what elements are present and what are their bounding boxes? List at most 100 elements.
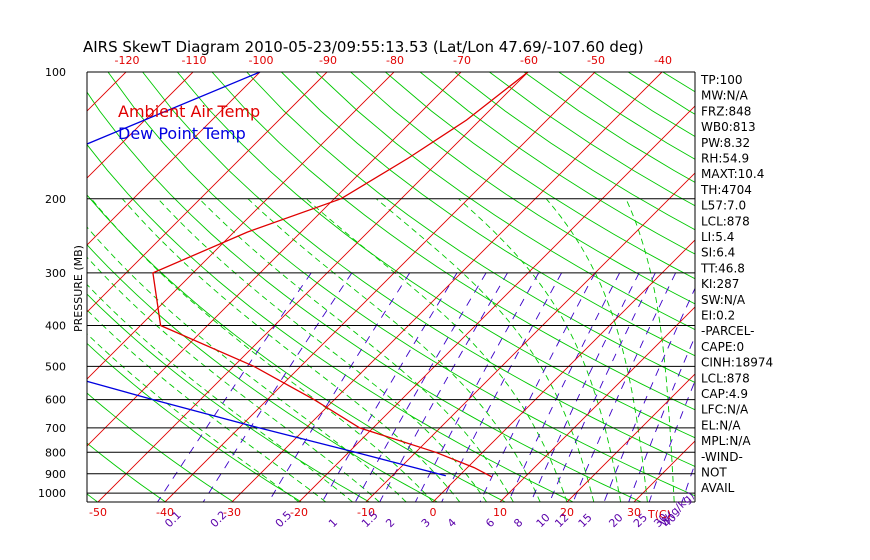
- isotherm: [566, 373, 695, 502]
- pressure-tick-label: 700: [45, 422, 66, 435]
- dry-adiabat: [281, 72, 695, 357]
- stability-index: TP:100: [700, 73, 743, 87]
- stability-index: NOT: [701, 466, 727, 480]
- mixing-ratio-tick-label: 1: [326, 516, 340, 530]
- isotherm: [499, 306, 695, 502]
- dry-adiabat: [87, 91, 642, 502]
- chart-title: AIRS SkewT Diagram 2010-05-23/09:55:13.5…: [83, 38, 644, 56]
- temp-tick-label-bottom: 10: [493, 506, 507, 519]
- mixing-ratio-line: [549, 272, 656, 502]
- dry-adiabat: [246, 72, 695, 384]
- mixing-ratio-tick-label: 10: [534, 511, 553, 530]
- pressure-tick-label: 600: [45, 394, 66, 407]
- stability-index: TT:46.8: [700, 261, 745, 275]
- stability-index: L57:7.0: [701, 199, 746, 213]
- mixing-ratio-line: [202, 272, 353, 502]
- temp-tick-label-bottom: 0: [430, 506, 437, 519]
- stability-index: PW:8.32: [701, 136, 750, 150]
- legend-dew-point-temp: Dew Point Temp: [118, 124, 246, 143]
- pressure-tick-label: 300: [45, 267, 66, 280]
- pressure-tick-label: 800: [45, 446, 66, 459]
- temp-tick-label-top: -80: [386, 54, 404, 67]
- moist-adiabat: [376, 198, 595, 502]
- grid-layer: [0, 72, 695, 502]
- dry-adiabat: [315, 72, 695, 331]
- temp-tick-label-top: -120: [115, 54, 140, 67]
- isotherm: [432, 239, 695, 502]
- isotherm: [633, 440, 695, 502]
- stability-index: MPL:N/A: [701, 434, 751, 448]
- temp-tick-label-top: -40: [654, 54, 672, 67]
- isotherm: [87, 72, 395, 380]
- temp-tick-label-top: -100: [249, 54, 274, 67]
- stability-index: LCL:878: [701, 371, 750, 385]
- mixing-ratio-tick-label: 15: [576, 511, 595, 530]
- dry-adiabat: [87, 244, 438, 502]
- dry-adiabat: [385, 72, 695, 280]
- series-ambient-air-temp: [152, 72, 529, 478]
- temp-tick-label-bottom: 20: [560, 506, 574, 519]
- mixing-ratio-line: [479, 272, 596, 502]
- mixing-ratio-tick-label: 20: [607, 511, 626, 530]
- moist-adiabat: [87, 226, 407, 502]
- pressure-tick-label: 900: [45, 468, 66, 481]
- dry-adiabat: [489, 72, 695, 207]
- isotherm: [87, 72, 261, 246]
- mixing-ratio-line: [354, 272, 487, 502]
- mixing-ratio-tick-label: 4: [445, 516, 459, 530]
- dry-adiabat: [87, 342, 302, 502]
- stability-index: RH:54.9: [701, 152, 749, 166]
- dry-adiabat: [419, 72, 695, 255]
- temp-tick-label-top: -90: [319, 54, 337, 67]
- stability-index: CINH:18974: [701, 356, 773, 370]
- isotherm: [87, 72, 127, 112]
- stability-index: -PARCEL-: [701, 324, 755, 338]
- moist-adiabat: [87, 256, 380, 502]
- isotherm: [87, 72, 328, 313]
- stability-index: EL:N/A: [701, 418, 741, 432]
- temp-tick-label-bottom: -20: [290, 506, 308, 519]
- moist-adiabat: [306, 198, 568, 502]
- isotherm: [87, 72, 194, 179]
- moist-adiabat: [157, 198, 487, 502]
- dry-adiabat: [176, 72, 695, 439]
- isotherm: [87, 72, 462, 447]
- temp-tick-label-top: -110: [182, 54, 207, 67]
- temp-tick-label-bottom: -40: [156, 506, 174, 519]
- mixing-ratio-line: [441, 272, 562, 502]
- y-axis-label: PRESSURE (MB): [72, 245, 85, 332]
- stability-index: SI:6.4: [701, 246, 735, 260]
- mixing-ratio-line: [507, 272, 620, 502]
- pressure-tick-label: 200: [45, 193, 66, 206]
- mixing-ratio-line: [268, 272, 411, 502]
- dry-adiabat: [87, 442, 166, 502]
- isotherm: [231, 72, 663, 502]
- moist-adiabat: [122, 198, 461, 502]
- stability-index: CAP:4.9: [701, 387, 748, 401]
- temp-tick-label-top: -50: [587, 54, 605, 67]
- stability-index: LFC:N/A: [701, 403, 749, 417]
- isotherm: [164, 72, 596, 502]
- mixing-ratio-line: [157, 272, 312, 502]
- moist-adiabat: [625, 198, 675, 502]
- stability-index: CAPE:0: [701, 340, 744, 354]
- pressure-tick-label: 400: [45, 320, 66, 333]
- temp-tick-label-bottom: -10: [357, 506, 375, 519]
- dry-adiabat: [87, 293, 370, 502]
- moist-adiabat: [87, 333, 300, 502]
- stability-index: SW:N/A: [701, 293, 746, 307]
- temp-tick-label-bottom: 30: [627, 506, 641, 519]
- mixing-ratio-tick-label: 2: [383, 516, 397, 530]
- legend: Ambient Air Temp Dew Point Temp: [118, 102, 260, 143]
- dry-adiabat: [87, 143, 574, 502]
- moist-adiabat: [247, 198, 541, 502]
- stability-index: WB0:813: [701, 120, 756, 134]
- moist-adiabat: [87, 283, 353, 502]
- series-layer: [87, 72, 529, 478]
- dry-adiabat: [0, 72, 30, 502]
- mixing-ratio-line: [321, 272, 458, 502]
- series-dew-point-temp: [87, 72, 446, 477]
- stability-index: MW:N/A: [701, 89, 749, 103]
- stability-index: FRZ:848: [701, 104, 751, 118]
